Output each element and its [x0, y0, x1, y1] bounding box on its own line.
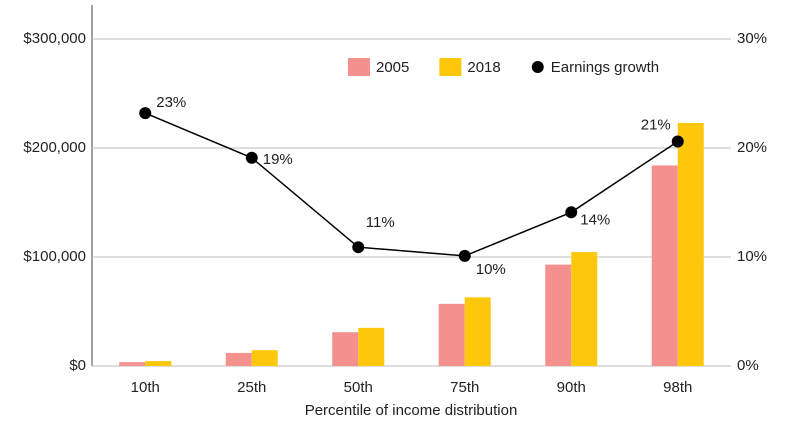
bar	[464, 297, 491, 366]
y-tick-label: $0	[69, 357, 86, 374]
bar	[225, 352, 252, 366]
line-point	[245, 151, 258, 164]
y-tick-label: $100,000	[23, 248, 86, 265]
legend-swatch	[348, 58, 370, 76]
y2-tick-label: 30%	[737, 30, 767, 47]
bar	[358, 327, 385, 366]
line	[144, 112, 679, 257]
bar	[438, 303, 465, 366]
data-label: 19%	[263, 151, 293, 168]
x-tick-label: 25th	[237, 379, 266, 396]
y-tick-label: $200,000	[23, 139, 86, 156]
x-tick-label: 90th	[557, 379, 586, 396]
x-tick-label: 98th	[663, 379, 692, 396]
x-axis-label: Percentile of income distribution	[305, 402, 518, 419]
legend-label: Earnings growth	[551, 59, 659, 76]
legend-label: 2005	[376, 59, 409, 76]
line-point	[458, 249, 471, 262]
data-label: 10%	[476, 261, 506, 278]
line-point	[565, 206, 578, 219]
y2-tick-label: 10%	[737, 248, 767, 265]
bar	[332, 332, 359, 366]
y-tick-label: $300,000	[23, 30, 86, 47]
bar	[545, 264, 572, 366]
data-label: 14%	[580, 211, 610, 228]
legend-marker	[531, 61, 544, 73]
legend-swatch	[439, 58, 462, 76]
data-label: 23%	[156, 94, 186, 111]
data-label: 11%	[366, 214, 395, 231]
line-point	[671, 135, 684, 148]
x-tick-label: 10th	[131, 379, 160, 396]
x-tick-label: 50th	[344, 379, 373, 396]
bar	[571, 252, 598, 366]
y2-tick-label: 20%	[737, 139, 767, 156]
y2-tick-label: 0%	[737, 357, 759, 374]
x-tick-label: 75th	[450, 379, 479, 396]
bar	[677, 122, 704, 367]
line-point	[139, 107, 152, 120]
data-label: 21%	[641, 116, 671, 133]
line-point	[352, 241, 365, 254]
bar	[251, 350, 278, 366]
bar	[145, 361, 172, 366]
legend-label: 2018	[467, 59, 500, 76]
bar	[119, 362, 146, 366]
bar	[651, 165, 678, 366]
